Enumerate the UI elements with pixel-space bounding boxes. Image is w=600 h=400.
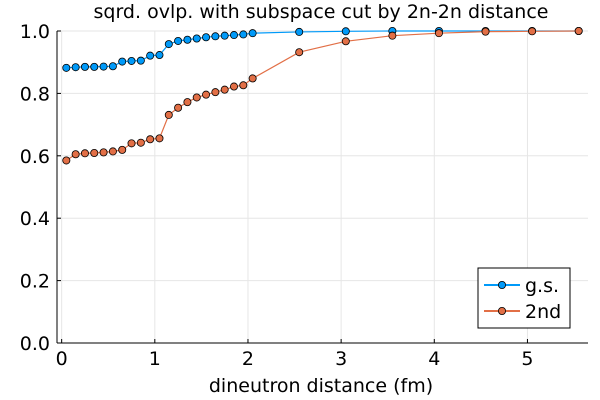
data-point <box>62 156 71 165</box>
data-point <box>127 56 136 65</box>
legend-label: 2nd <box>525 301 561 323</box>
data-point <box>229 82 238 91</box>
data-point <box>146 51 155 60</box>
data-point <box>118 57 127 66</box>
x-axis-ticks: 0 1 2 3 4 5 <box>56 339 533 370</box>
data-point <box>174 103 183 112</box>
legend: g.s. 2nd <box>477 267 571 329</box>
data-point <box>202 33 211 42</box>
x-tick-label: 4 <box>428 348 440 370</box>
data-point <box>248 29 257 38</box>
data-point <box>62 63 71 72</box>
data-point <box>80 62 89 71</box>
axes <box>56 31 588 344</box>
data-point <box>295 48 304 57</box>
legend-marker <box>497 306 506 315</box>
x-tick-label: 5 <box>521 348 533 370</box>
y-tick-label: 0.2 <box>20 271 50 293</box>
data-point <box>146 135 155 144</box>
legend-marker <box>497 280 506 289</box>
data-point <box>155 134 164 143</box>
y-axis-ticks: 0.0 0.2 0.4 0.6 0.8 1.0 <box>20 21 61 355</box>
data-point <box>239 81 248 90</box>
data-point <box>136 138 145 147</box>
data-point <box>248 74 257 83</box>
y-tick-label: 0.6 <box>20 146 50 168</box>
series-line <box>66 30 579 69</box>
y-tick-label: 0.0 <box>20 333 50 355</box>
data-point <box>239 30 248 39</box>
data-point <box>108 147 117 156</box>
x-tick-label: 3 <box>335 348 347 370</box>
series-line <box>65 30 579 161</box>
data-point <box>80 149 89 158</box>
data-point <box>192 93 201 102</box>
y-tick-label: 0.8 <box>20 83 50 105</box>
y-tick-label: 1.0 <box>20 21 50 43</box>
data-point <box>71 150 80 159</box>
data-point <box>90 148 99 157</box>
x-tick-label: 1 <box>149 348 161 370</box>
data-point <box>99 62 108 71</box>
data-point <box>99 148 108 157</box>
series-layer <box>62 26 583 165</box>
data-point <box>108 62 117 71</box>
series-2nd <box>62 26 583 165</box>
data-point <box>183 35 192 44</box>
data-point <box>574 26 583 35</box>
data-point <box>183 98 192 107</box>
data-point <box>118 145 127 154</box>
series-gs <box>62 26 583 72</box>
data-point <box>434 29 443 38</box>
chart-title: sqrd. ovlp. with subspace cut by 2n-2n d… <box>94 1 549 23</box>
data-point <box>211 32 220 41</box>
data-point <box>164 40 173 49</box>
data-point <box>127 139 136 148</box>
data-point <box>71 63 80 72</box>
data-point <box>90 62 99 71</box>
x-tick-label: 0 <box>56 348 68 370</box>
legend-label: g.s. <box>525 275 559 297</box>
data-point <box>528 27 537 36</box>
data-point <box>341 27 350 36</box>
data-point <box>220 31 229 40</box>
data-point <box>295 27 304 36</box>
data-point <box>202 90 211 99</box>
data-point <box>192 34 201 43</box>
data-point <box>174 36 183 45</box>
data-point <box>164 110 173 119</box>
data-point <box>211 88 220 97</box>
legend-box <box>477 267 571 329</box>
x-axis-label: dineutron distance (fm) <box>209 375 433 397</box>
data-point <box>220 85 229 94</box>
data-point <box>481 27 490 36</box>
data-point <box>388 31 397 40</box>
data-point <box>229 31 238 40</box>
data-point <box>341 37 350 46</box>
data-point <box>155 51 164 60</box>
data-point <box>136 56 145 65</box>
y-tick-label: 0.4 <box>20 208 50 230</box>
x-tick-label: 2 <box>242 348 254 370</box>
